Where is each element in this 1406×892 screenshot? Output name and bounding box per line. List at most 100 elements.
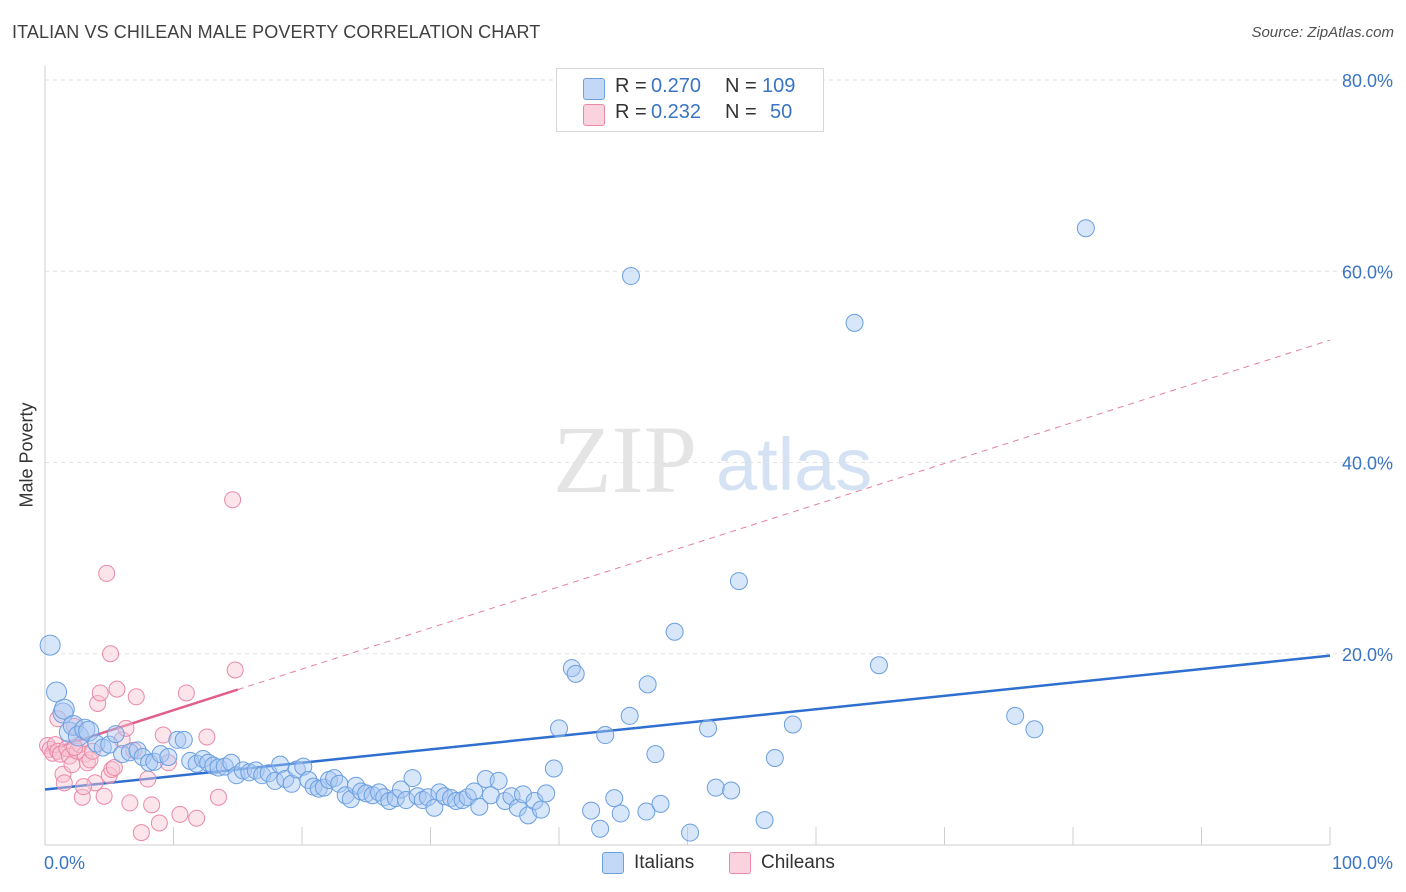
italians-point — [665, 622, 684, 641]
chileans-point — [98, 564, 116, 582]
chileans-point — [102, 645, 120, 663]
italians-point — [621, 267, 640, 286]
chart-source: Source: ZipAtlas.com — [1251, 24, 1394, 41]
italians-point — [53, 698, 75, 720]
chileans-point — [95, 787, 113, 805]
italians-point — [470, 797, 489, 816]
chileans-point — [209, 788, 227, 806]
italians-point — [403, 769, 422, 788]
legend-row-chileans: R = 0.232 N = 50 — [557, 101, 823, 129]
italians-point — [845, 313, 864, 332]
italians-point — [729, 572, 748, 591]
italians-point — [783, 715, 802, 734]
chileans-point — [54, 765, 72, 783]
legend-n-label: N = — [725, 75, 757, 97]
italians-point — [168, 730, 187, 749]
bottom-legend-swatch-chileans — [729, 852, 751, 874]
italians-point — [74, 718, 96, 740]
italians-point — [357, 784, 376, 803]
chileans-point — [66, 738, 84, 756]
italians-point — [174, 730, 193, 749]
legend-n-value-italians: 109 — [762, 75, 796, 97]
gridlines — [45, 79, 1395, 655]
chileans-point — [143, 796, 161, 814]
italians-point — [620, 706, 639, 725]
italians-point — [145, 752, 164, 771]
italians-point — [646, 745, 665, 764]
italians-point — [765, 748, 784, 767]
italians-point — [435, 787, 454, 806]
italians-point — [113, 745, 132, 764]
correlation-legend: R = 0.270 N = 109 R = 0.232 N = 50 — [556, 68, 824, 132]
italians-point — [447, 792, 466, 811]
x-tick-label: 0.0% — [44, 853, 85, 873]
chileans-point — [188, 809, 206, 827]
legend-r-value-italians: 0.270 — [651, 75, 702, 97]
italians-point — [508, 798, 527, 817]
chileans-point — [121, 794, 139, 812]
italians-point — [1076, 219, 1095, 238]
italians-point — [325, 769, 344, 788]
italians-point — [106, 725, 125, 744]
italians-point — [596, 726, 615, 745]
italians-point — [544, 759, 563, 778]
chileans-point — [226, 661, 244, 679]
chileans-point — [132, 824, 150, 842]
chileans-point — [154, 726, 172, 744]
italians-point — [502, 787, 521, 806]
tick-labels: 20.0% 40.0% 60.0% 80.0% 0.0% 100.0% — [44, 71, 1393, 873]
italians-point — [391, 780, 410, 799]
italians-point — [233, 761, 252, 780]
x-tick-label: 100.0% — [1332, 853, 1393, 873]
italians-point — [489, 771, 508, 790]
chileans-point — [55, 774, 73, 792]
italians-point — [46, 681, 68, 703]
data-points — [39, 219, 1095, 842]
chileans-trend-line-dashed — [237, 339, 1331, 691]
italians-point — [514, 785, 533, 804]
italians-point — [605, 789, 624, 808]
chileans-point — [75, 778, 93, 796]
italians-point — [706, 778, 725, 797]
italians-point — [199, 753, 218, 772]
chileans-trend-line — [44, 688, 239, 753]
italians-point — [39, 634, 61, 656]
chileans-point — [103, 760, 121, 778]
legend-swatch-italians — [583, 78, 605, 100]
chileans-point — [139, 770, 157, 788]
italians-point — [159, 748, 178, 767]
italians-point — [294, 757, 313, 776]
chileans-point — [171, 805, 189, 823]
zipatlas-watermark: ZIP atlas — [553, 406, 872, 513]
italians-point — [722, 781, 741, 800]
italians-point — [550, 719, 568, 738]
italians-point — [271, 755, 290, 774]
chileans-point — [198, 728, 216, 746]
italians-point — [681, 823, 700, 842]
italians-point — [1025, 720, 1044, 739]
chileans-point — [89, 694, 107, 712]
italians-point — [537, 784, 556, 803]
legend-row-italians: R = 0.270 N = 109 — [557, 75, 823, 103]
chileans-point — [150, 814, 168, 832]
legend-n-label: N = — [725, 101, 757, 123]
italians-point — [100, 735, 119, 754]
italians-point — [1006, 706, 1025, 725]
italians-point — [591, 819, 610, 838]
italians-point — [346, 776, 365, 795]
italians-point — [582, 801, 601, 820]
italians-point — [67, 725, 89, 747]
chileans-point — [108, 680, 126, 698]
italians-point — [282, 774, 301, 793]
chileans-point — [105, 759, 123, 777]
bottom-legend-label-italians: Italians — [634, 852, 695, 873]
chileans-point — [127, 688, 145, 706]
chileans-point — [224, 491, 242, 509]
italians-point — [566, 664, 585, 683]
legend-n-value-chileans: 50 — [770, 101, 793, 123]
chileans-point — [91, 684, 109, 702]
legend-swatch-chileans — [583, 104, 605, 126]
y-tick-label: 60.0% — [1342, 262, 1393, 282]
legend-r-label: R = — [615, 101, 647, 123]
